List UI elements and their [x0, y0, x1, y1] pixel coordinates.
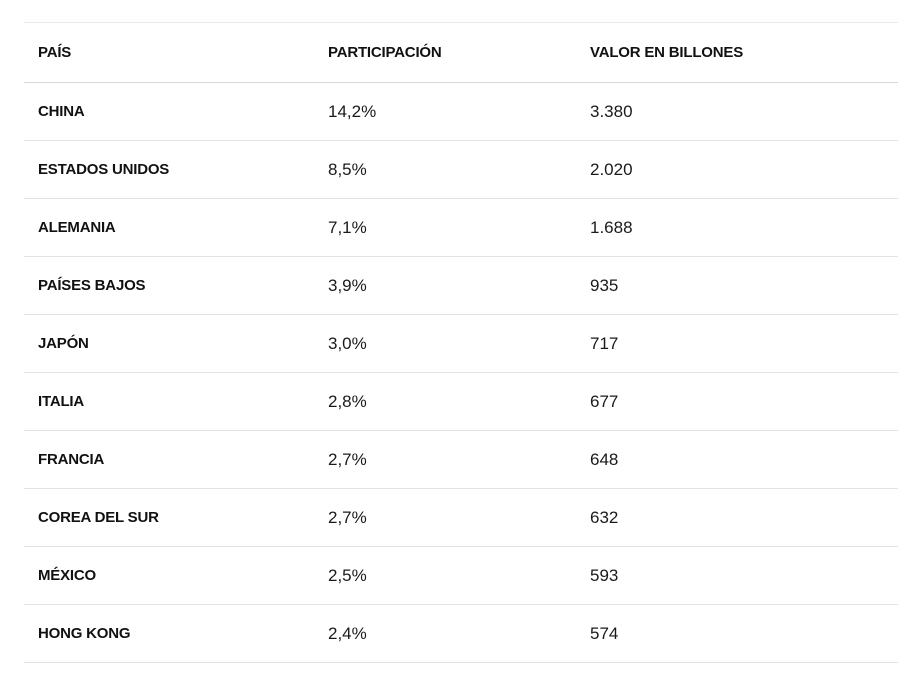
table-row: CHINA 14,2% 3.380 — [24, 82, 898, 141]
cell-value: 3.380 — [576, 82, 898, 141]
cell-value: 935 — [576, 256, 898, 315]
table-row: ESTADOS UNIDOS 8,5% 2.020 — [24, 140, 898, 199]
cell-value: 593 — [576, 546, 898, 605]
cell-share: 2,5% — [314, 546, 576, 605]
cell-value: 648 — [576, 430, 898, 489]
table-row: ALEMANIA 7,1% 1.688 — [24, 198, 898, 257]
cell-share: 8,5% — [314, 140, 576, 199]
cell-country: MÉXICO — [24, 546, 314, 605]
table-body: CHINA 14,2% 3.380 ESTADOS UNIDOS 8,5% 2.… — [24, 82, 898, 663]
table-row: COREA DEL SUR 2,7% 632 — [24, 488, 898, 547]
data-table-container: PAÍS PARTICIPACIÓN VALOR EN BILLONES CHI… — [24, 22, 898, 663]
cell-share: 2,8% — [314, 372, 576, 431]
cell-share: 3,0% — [314, 314, 576, 373]
cell-share: 2,7% — [314, 488, 576, 547]
cell-country: HONG KONG — [24, 604, 314, 663]
header-row: PAÍS PARTICIPACIÓN VALOR EN BILLONES — [24, 22, 898, 83]
cell-value: 632 — [576, 488, 898, 547]
cell-share: 7,1% — [314, 198, 576, 257]
cell-share: 2,7% — [314, 430, 576, 489]
cell-country: ALEMANIA — [24, 198, 314, 257]
cell-country: JAPÓN — [24, 314, 314, 373]
table-row: ITALIA 2,8% 677 — [24, 372, 898, 431]
cell-share: 2,4% — [314, 604, 576, 663]
table-row: PAÍSES BAJOS 3,9% 935 — [24, 256, 898, 315]
cell-share: 14,2% — [314, 82, 576, 141]
header-value: VALOR EN BILLONES — [576, 22, 898, 83]
header-country: PAÍS — [24, 22, 314, 83]
cell-share: 3,9% — [314, 256, 576, 315]
cell-value: 677 — [576, 372, 898, 431]
data-table: PAÍS PARTICIPACIÓN VALOR EN BILLONES CHI… — [24, 22, 898, 663]
cell-country: FRANCIA — [24, 430, 314, 489]
cell-country: COREA DEL SUR — [24, 488, 314, 547]
cell-value: 2.020 — [576, 140, 898, 199]
cell-value: 717 — [576, 314, 898, 373]
header-share: PARTICIPACIÓN — [314, 22, 576, 83]
table-row: FRANCIA 2,7% 648 — [24, 430, 898, 489]
cell-country: ITALIA — [24, 372, 314, 431]
cell-value: 1.688 — [576, 198, 898, 257]
cell-value: 574 — [576, 604, 898, 663]
cell-country: CHINA — [24, 82, 314, 141]
table-row: HONG KONG 2,4% 574 — [24, 604, 898, 663]
cell-country: ESTADOS UNIDOS — [24, 140, 314, 199]
table-row: MÉXICO 2,5% 593 — [24, 546, 898, 605]
table-header: PAÍS PARTICIPACIÓN VALOR EN BILLONES — [24, 22, 898, 83]
table-row: JAPÓN 3,0% 717 — [24, 314, 898, 373]
cell-country: PAÍSES BAJOS — [24, 256, 314, 315]
